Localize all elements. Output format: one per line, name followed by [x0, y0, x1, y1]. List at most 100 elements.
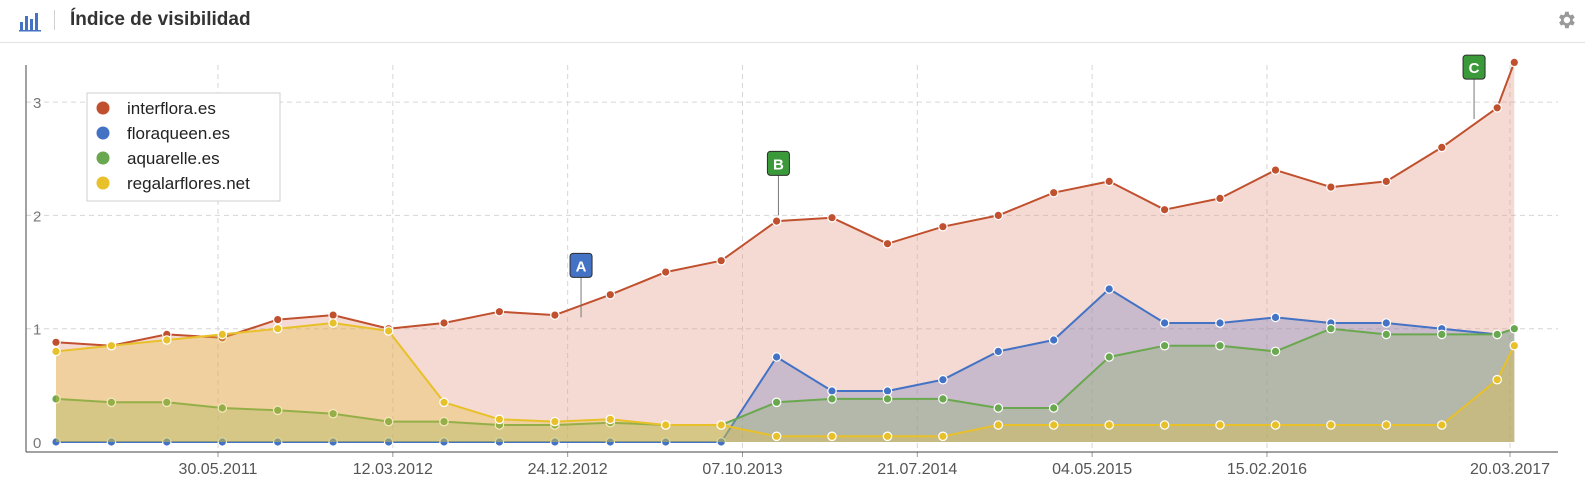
data-point — [106, 397, 117, 408]
data-point — [217, 403, 228, 413]
data-point — [660, 437, 671, 447]
page-title: Índice de visibilidad — [70, 9, 251, 30]
data-point — [1270, 346, 1281, 357]
y-tick-label: 1 — [33, 322, 41, 339]
data-point — [716, 420, 726, 430]
data-point — [272, 314, 283, 325]
data-point — [1492, 103, 1502, 113]
series-area — [56, 328, 1515, 442]
data-point — [1215, 420, 1225, 430]
data-point — [827, 431, 837, 442]
data-point — [51, 346, 61, 357]
data-point — [660, 267, 671, 277]
data-point — [938, 394, 948, 404]
data-point — [550, 437, 560, 447]
x-tick-label: 24.12.2012 — [528, 461, 608, 478]
annotation-marker — [569, 252, 593, 278]
data-point — [1159, 340, 1170, 351]
data-point — [494, 306, 505, 317]
data-point — [550, 310, 560, 320]
data-point — [1159, 420, 1170, 430]
data-point — [494, 437, 505, 447]
data-point — [439, 397, 449, 408]
annotation-marker — [1462, 54, 1486, 80]
data-point — [1437, 420, 1447, 430]
data-point — [439, 416, 449, 427]
data-point — [106, 340, 117, 351]
data-point — [1270, 312, 1281, 323]
data-point — [882, 394, 893, 404]
y-tick-label: 2 — [33, 208, 41, 225]
data-point — [938, 374, 948, 385]
data-point — [383, 416, 394, 427]
data-point — [1509, 340, 1520, 351]
data-point — [328, 318, 338, 328]
legend-box — [86, 92, 281, 202]
data-point — [1509, 323, 1520, 334]
data-point — [1104, 176, 1114, 187]
data-point — [439, 437, 449, 447]
data-point — [1159, 318, 1170, 328]
data-point — [162, 397, 172, 408]
data-point — [605, 414, 616, 425]
data-point — [827, 212, 837, 223]
data-point — [1437, 142, 1447, 153]
data-point — [51, 337, 61, 348]
gear-icon[interactable] — [1555, 9, 1577, 31]
series-line — [55, 327, 1515, 426]
x-tick-label: 21.07.2014 — [877, 461, 957, 478]
legend-item: floraqueen.es — [127, 124, 230, 143]
x-tick-label: 20.03.2017 — [1470, 461, 1550, 478]
data-point — [938, 431, 948, 442]
x-tick-label: 07.10.2013 — [702, 461, 782, 478]
data-point — [383, 437, 394, 447]
series-area — [56, 323, 1515, 442]
bar-chart-icon[interactable] — [18, 10, 44, 32]
annotation-label: B — [773, 156, 784, 173]
data-point — [1048, 420, 1059, 430]
data-point — [1381, 318, 1392, 328]
series-area — [56, 62, 1515, 443]
legend-item: regalarflores.net — [127, 174, 250, 193]
data-point — [771, 352, 782, 362]
data-point — [1381, 420, 1392, 430]
data-point — [1048, 187, 1059, 198]
data-point — [1270, 420, 1281, 430]
data-point — [217, 437, 228, 447]
data-point — [771, 216, 782, 226]
annotation-label: C — [1469, 60, 1480, 77]
data-point — [1048, 335, 1059, 345]
data-point — [1048, 403, 1059, 413]
data-point — [51, 437, 61, 447]
annotation-marker — [766, 150, 790, 176]
legend-item: interflora.es — [127, 99, 216, 118]
visibility-chart: 0 1 2 3 30.05.2011 12.03.2012 24.12.2012 07.10.… — [25, 54, 1558, 478]
data-point — [272, 405, 283, 416]
header-divider — [54, 10, 55, 30]
data-point — [605, 437, 616, 447]
x-tick-label: 04.05.2015 — [1052, 461, 1132, 478]
data-point — [1381, 176, 1392, 187]
legend-item: aquarelle.es — [127, 149, 220, 168]
data-point — [494, 414, 505, 425]
data-point — [882, 431, 893, 442]
data-point — [1492, 374, 1502, 385]
legend-swatch — [96, 176, 110, 190]
data-point — [882, 386, 893, 396]
x-tick-label: 30.05.2011 — [179, 461, 258, 478]
data-point — [716, 255, 726, 266]
data-point — [1326, 182, 1336, 192]
data-point — [1437, 329, 1447, 340]
data-point — [272, 437, 283, 447]
data-point — [771, 397, 782, 408]
data-point — [1215, 340, 1225, 351]
data-point — [217, 329, 228, 340]
x-tick-label: 15.02.2016 — [1227, 461, 1307, 478]
annotation-label: A — [576, 258, 587, 275]
y-tick-label: 3 — [33, 95, 41, 112]
data-point — [827, 386, 837, 396]
series-line — [55, 62, 1516, 347]
y-tick-label: 0 — [33, 435, 41, 452]
data-point — [938, 221, 948, 232]
data-point — [106, 437, 117, 447]
